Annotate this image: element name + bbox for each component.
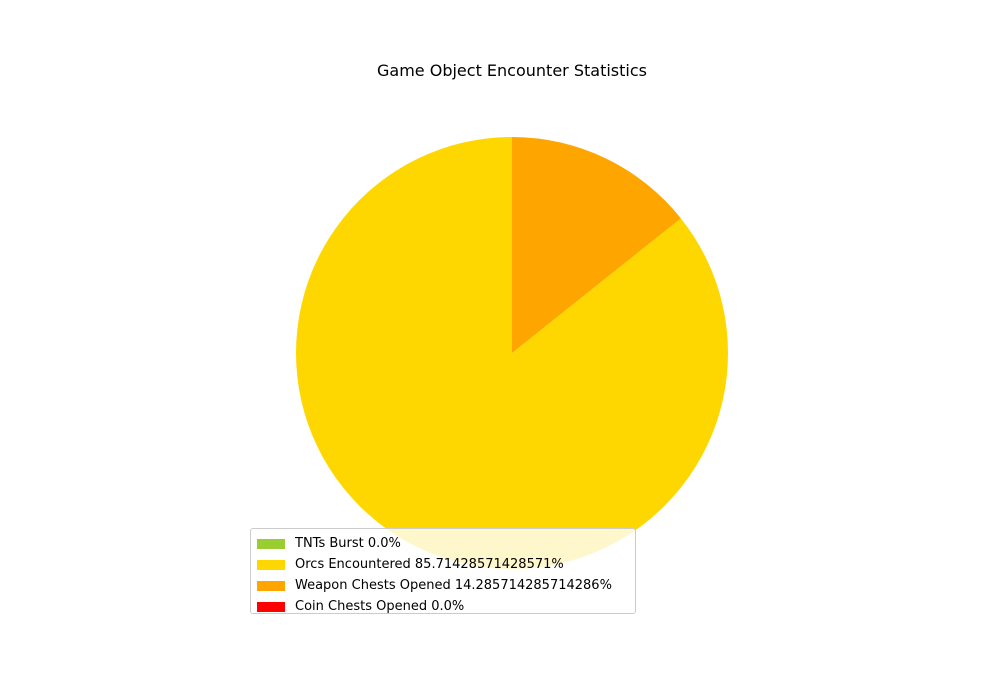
legend-label-orcs: Orcs Encountered 85.71428571428571% bbox=[295, 557, 564, 572]
legend-label-tnts: TNTs Burst 0.0% bbox=[295, 536, 401, 551]
pie-slices bbox=[296, 137, 729, 570]
legend-item-orcs: Orcs Encountered 85.71428571428571% bbox=[257, 554, 635, 575]
legend-item-weapon-chests: Weapon Chests Opened 14.285714285714286% bbox=[257, 575, 635, 596]
legend-label-weapon-chests: Weapon Chests Opened 14.285714285714286% bbox=[295, 578, 612, 593]
legend-swatch-tnts bbox=[257, 538, 285, 549]
legend-swatch-weapon-chests bbox=[257, 580, 285, 591]
legend: TNTs Burst 0.0% Orcs Encountered 85.7142… bbox=[250, 528, 636, 614]
legend-label-coin-chests: Coin Chests Opened 0.0% bbox=[295, 599, 465, 614]
legend-swatch-coin-chests bbox=[257, 601, 285, 612]
slice-weapon-chests bbox=[512, 137, 681, 353]
legend-item-tnts: TNTs Burst 0.0% bbox=[257, 533, 635, 554]
chart-title: Game Object Encounter Statistics bbox=[377, 61, 647, 80]
slice-orcs bbox=[296, 137, 729, 570]
legend-item-coin-chests: Coin Chests Opened 0.0% bbox=[257, 596, 635, 617]
legend-swatch-orcs bbox=[257, 559, 285, 570]
